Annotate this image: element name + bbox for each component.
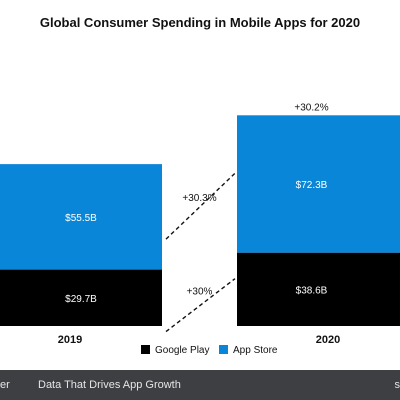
connector-app-store (165, 172, 236, 240)
bar-app-store-2019 (0, 164, 162, 270)
footer-brand: er (0, 379, 10, 391)
category-label-2020: 2020 (316, 334, 340, 346)
legend-label-app-store: App Store (233, 345, 278, 356)
connectors-layer (165, 172, 236, 333)
bar-app-store-2020 (237, 115, 400, 253)
legend: Google Play App Store (141, 345, 278, 356)
legend-swatch-google-play (141, 345, 150, 354)
connector-google-play (165, 278, 236, 333)
chart-title: Global Consumer Spending in Mobile Apps … (40, 15, 360, 30)
footer-tagline: Data That Drives App Growth (38, 379, 181, 391)
legend-swatch-app-store (219, 345, 228, 354)
chart-svg: Global Consumer Spending in Mobile Apps … (0, 15, 400, 356)
growth-label-total: +30.2% (294, 102, 328, 113)
bars-layer (0, 115, 400, 326)
data-label-google-play-2019: $29.7B (65, 294, 97, 305)
labels-layer: $29.7B $55.5B 2019 $38.6B $72.3B 2020 +30.3% +3… (58, 102, 340, 346)
footer-bar: er Data That Drives App Growth s (0, 370, 400, 400)
growth-label-google-play: +30% (187, 287, 213, 298)
data-label-google-play-2020: $38.6B (296, 285, 328, 296)
bar-google-play-2020 (237, 252, 400, 326)
category-label-2019: 2019 (58, 334, 82, 346)
data-label-app-store-2020: $72.3B (296, 180, 328, 191)
data-label-app-store-2019: $55.5B (65, 213, 97, 224)
legend-label-google-play: Google Play (155, 345, 209, 356)
footer-right-text: s (394, 379, 400, 391)
bar-google-play-2019 (0, 269, 162, 326)
growth-label-app-store: +30.3% (182, 193, 216, 204)
